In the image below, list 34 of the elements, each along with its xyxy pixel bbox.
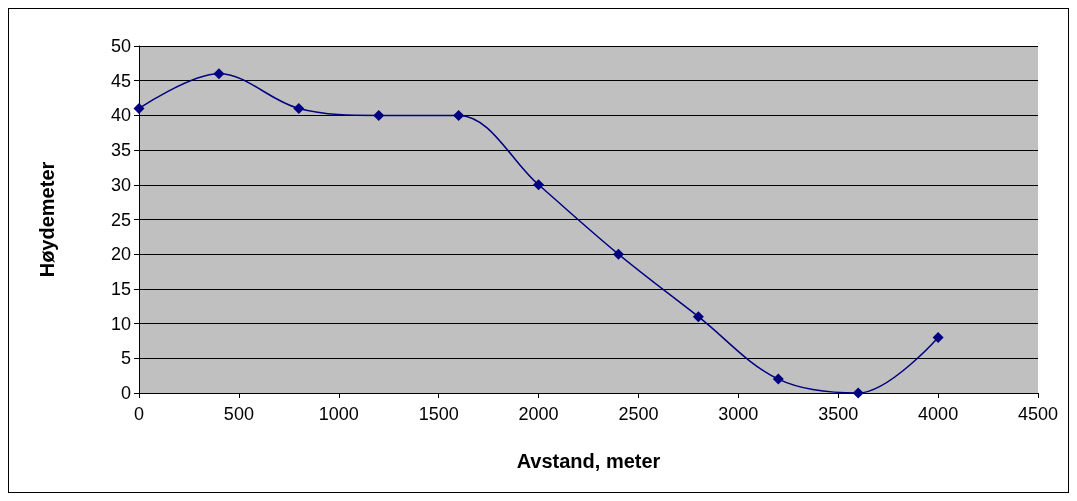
y-axis-title: Høydemeter	[36, 161, 58, 278]
point	[213, 68, 225, 80]
y-tick-label: 45	[110, 70, 131, 91]
y-tick-label: 50	[110, 36, 131, 56]
x-tick-label: 1500	[418, 404, 459, 424]
x-tick-label: 1000	[318, 404, 359, 424]
x-tick-label: 2500	[618, 404, 659, 424]
y-tick-label: 20	[110, 244, 131, 265]
x-tick-label: 3500	[818, 404, 859, 424]
y-tick-label: 5	[120, 348, 131, 369]
point	[293, 102, 305, 114]
x-tick-label: 3000	[718, 404, 759, 424]
point	[772, 373, 784, 385]
y-tick-label: 40	[110, 105, 131, 126]
point	[133, 102, 145, 114]
point	[852, 387, 864, 399]
point	[373, 109, 385, 121]
x-tick-label: 4000	[918, 404, 959, 424]
y-tick-label: 15	[110, 278, 131, 299]
x-axis-title: Avstand, meter	[516, 450, 661, 472]
y-tick-label: 10	[110, 313, 131, 334]
point	[932, 331, 944, 343]
y-tick-label: 0	[120, 383, 131, 403]
y-tick-label: 30	[110, 174, 131, 195]
x-tick-label: 2000	[518, 404, 559, 424]
x-tick-label: 4500	[1017, 404, 1059, 424]
point	[533, 179, 545, 191]
x-tick-label: 0	[133, 404, 145, 424]
x-tick-label: 500	[223, 404, 254, 424]
point	[453, 109, 465, 121]
y-tick-label: 35	[110, 140, 131, 161]
y-tick-label: 25	[110, 209, 131, 230]
point	[692, 311, 704, 323]
point	[612, 248, 624, 260]
